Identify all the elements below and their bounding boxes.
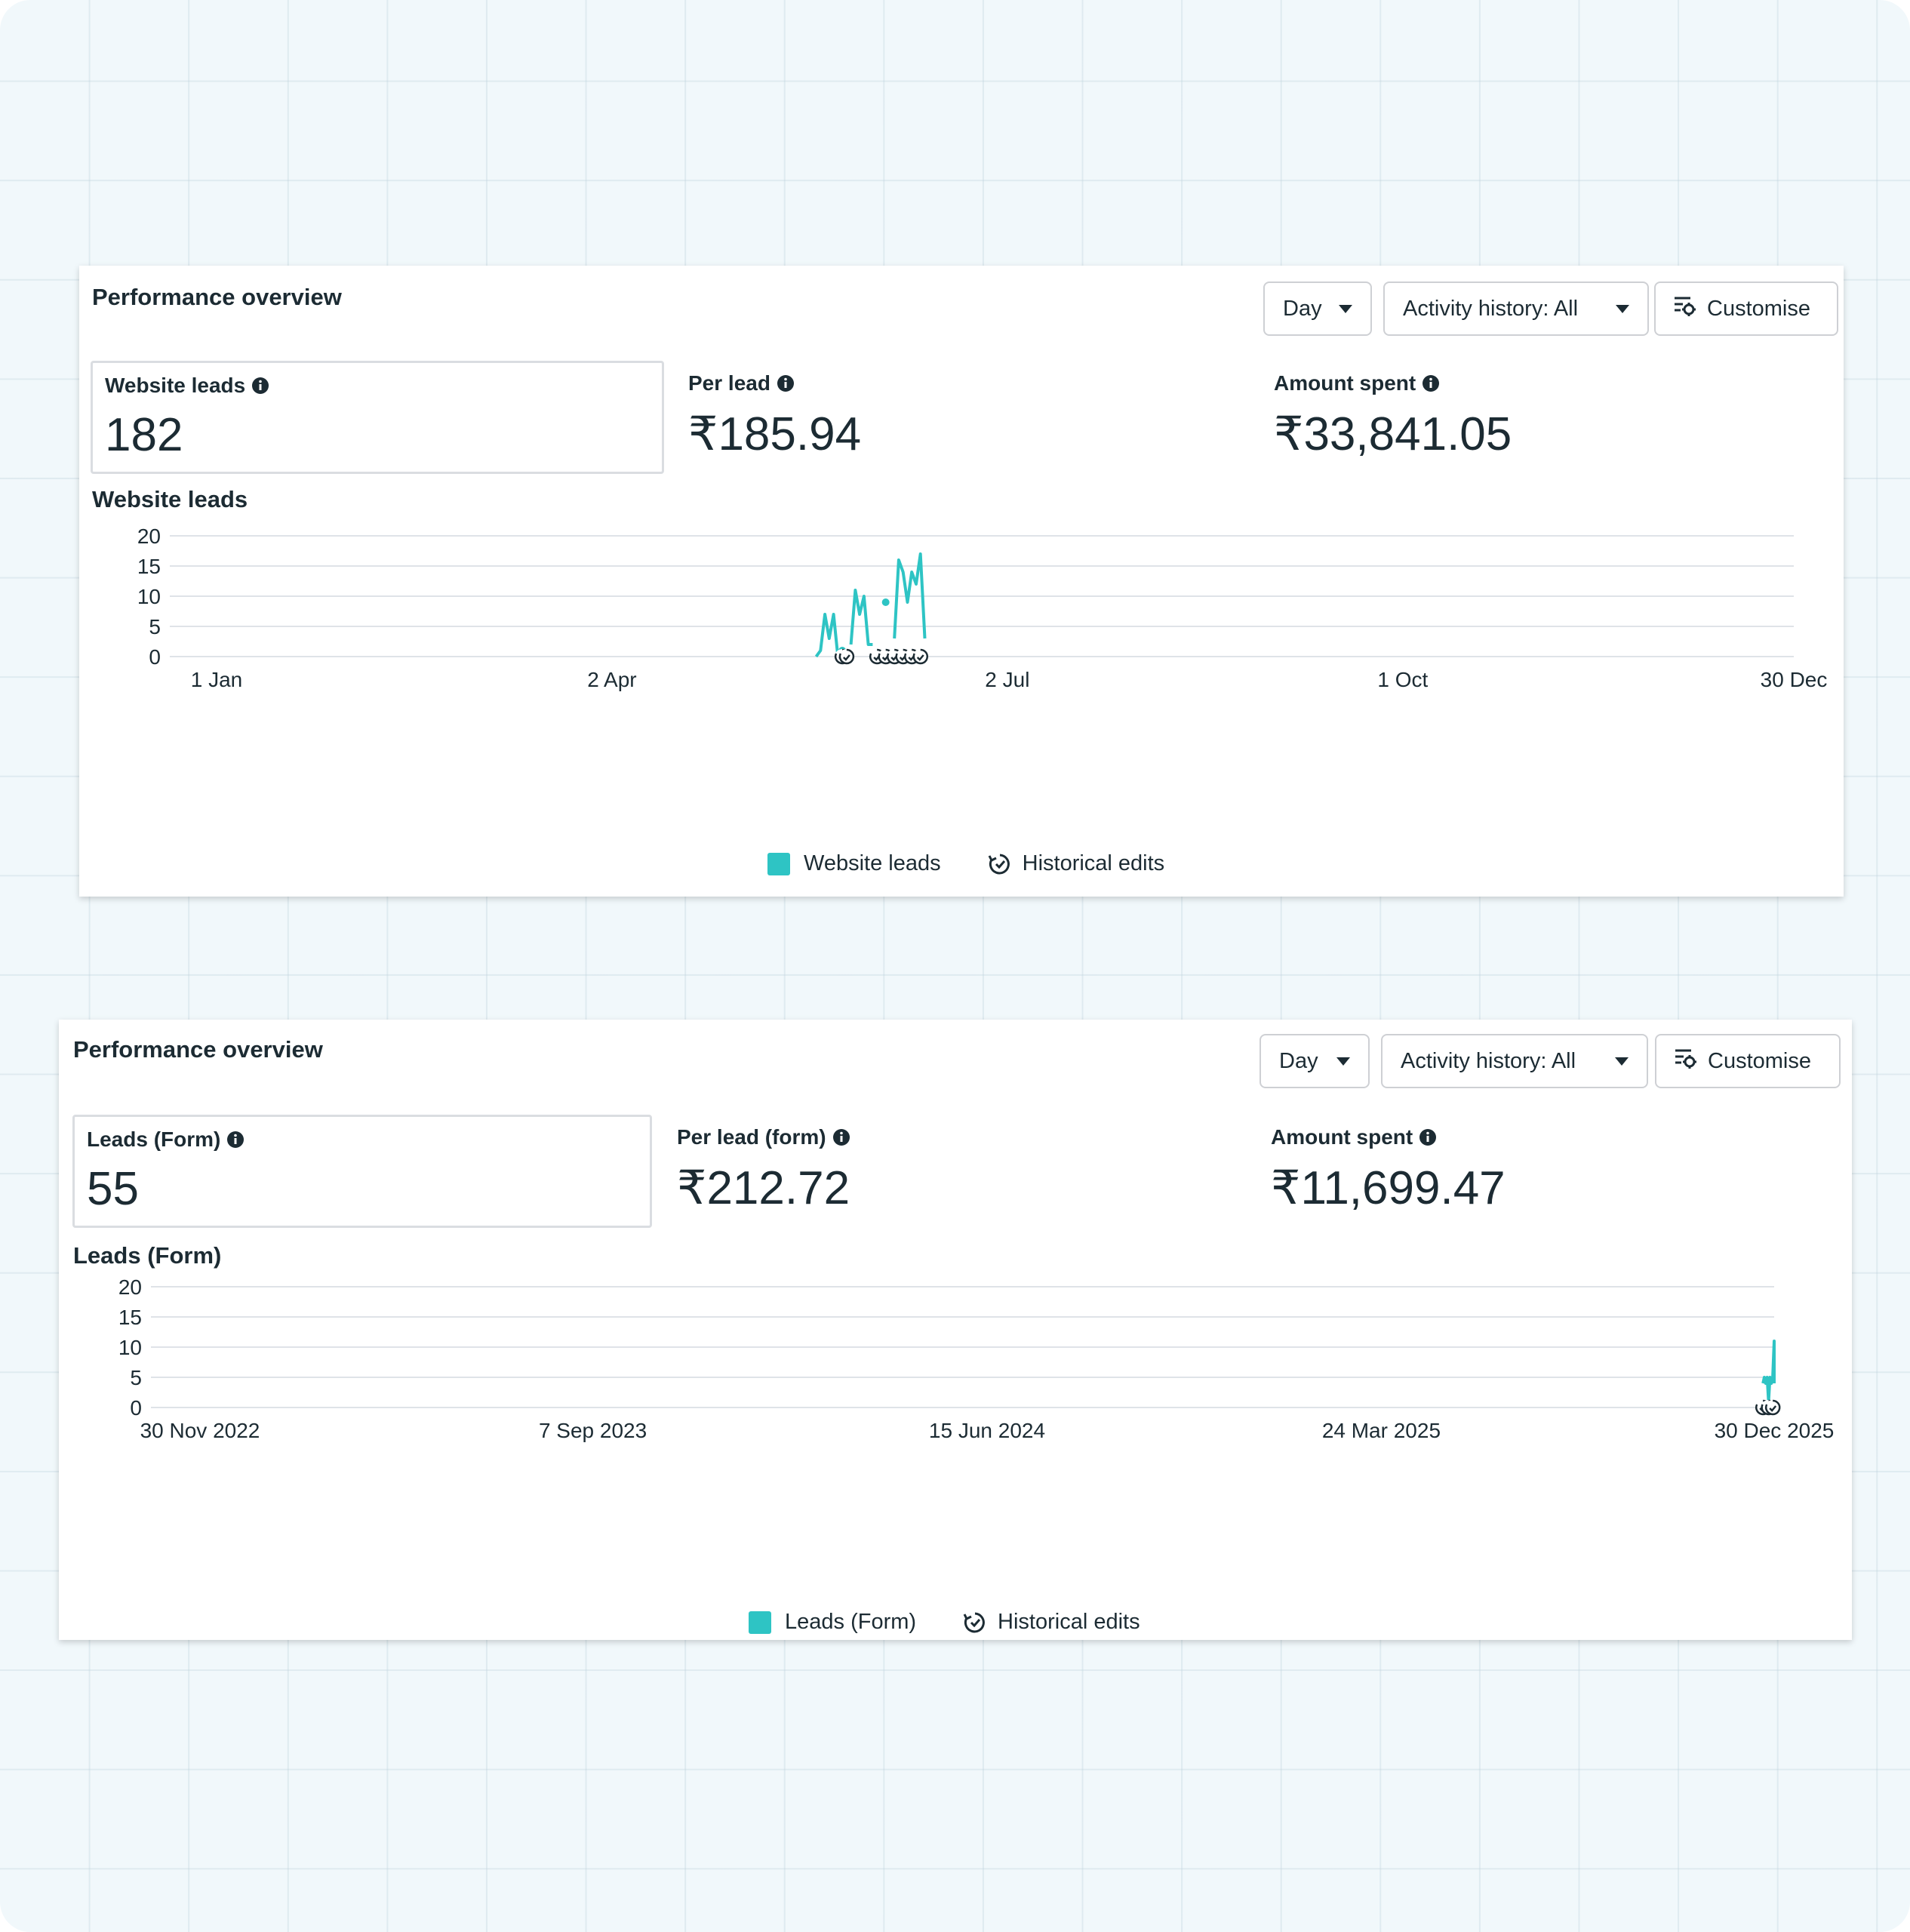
caret-down-icon [1336, 1057, 1350, 1066]
day-dropdown-label: Day [1279, 1048, 1318, 1073]
historical-edit-marker [1764, 1399, 1781, 1416]
metric-value: ₹11,699.47 [1271, 1162, 1506, 1214]
historical-edit-marker [912, 648, 929, 665]
legend-series-label: Website leads [804, 851, 941, 875]
y-tick-label: 0 [130, 1396, 142, 1420]
chart-title: Leads (Form) [73, 1242, 222, 1269]
chart-legend: Website leads Historical edits [767, 851, 1164, 876]
x-tick-label: 2 Jul [985, 668, 1029, 691]
x-tick-label: 30 Nov 2022 [140, 1419, 260, 1442]
x-tick-label: 15 Jun 2024 [929, 1419, 1045, 1442]
legend-swatch [767, 852, 790, 875]
info-icon[interactable] [832, 1128, 850, 1146]
caret-down-icon [1339, 304, 1352, 313]
metric-value: 182 [105, 409, 183, 461]
metric-label: Leads (Form) [87, 1128, 638, 1152]
day-dropdown[interactable]: Day [1259, 1034, 1370, 1088]
info-icon[interactable] [251, 377, 269, 395]
customise-label: Customise [1708, 1048, 1811, 1073]
x-tick-label: 2 Apr [587, 668, 636, 691]
leads-form-chart: 0 5 10 15 20 30 Nov 2022 7 Sep 2023 15 Jun 2024… [118, 1275, 1835, 1442]
historical-edits-icon [988, 854, 1010, 874]
metric-label-text: Per lead (form) [677, 1125, 826, 1149]
metric-per-lead-form[interactable]: Per lead (form) ₹212.72 [665, 1115, 1244, 1228]
legend-historical-edits: Historical edits [988, 851, 1165, 876]
day-dropdown-label: Day [1283, 296, 1322, 321]
customise-label: Customise [1707, 296, 1810, 321]
x-tick-label: 30 Dec [1761, 668, 1828, 691]
metric-leads-form[interactable]: Leads (Form) 55 [72, 1115, 652, 1228]
legend-edits-label: Historical edits [1022, 851, 1165, 875]
metric-label-text: Amount spent [1271, 1125, 1413, 1149]
customise-button[interactable]: Customise [1655, 1034, 1841, 1088]
legend-swatch [749, 1611, 771, 1634]
metric-value: 55 [87, 1163, 139, 1215]
metric-per-lead[interactable]: Per lead ₹185.94 [676, 361, 1250, 474]
website-leads-chart: 0 5 10 15 20 1 Jan 2 Apr 2 Jul 1 Oct 30 Dec [137, 525, 1828, 691]
info-icon[interactable] [226, 1131, 245, 1149]
metric-label: Amount spent [1274, 371, 1823, 395]
legend-historical-edits: Historical edits [963, 1610, 1140, 1635]
y-tick-label: 15 [137, 555, 161, 578]
data-point [881, 598, 890, 606]
x-tick-label: 1 Oct [1377, 668, 1428, 691]
x-tick-label: 7 Sep 2023 [539, 1419, 647, 1442]
historical-edit-marker [838, 648, 855, 665]
y-tick-label: 5 [130, 1366, 142, 1389]
metric-amount-spent[interactable]: Amount spent ₹33,841.05 [1262, 361, 1835, 474]
day-dropdown[interactable]: Day [1263, 281, 1372, 336]
y-tick-label: 15 [118, 1306, 142, 1329]
customise-icon [1674, 295, 1696, 322]
chart-title: Website leads [92, 486, 248, 512]
series-line [893, 552, 927, 639]
info-icon[interactable] [1422, 374, 1440, 392]
metric-label: Per lead [688, 371, 1238, 395]
customise-button[interactable]: Customise [1654, 281, 1838, 336]
caret-down-icon [1615, 1057, 1629, 1066]
historical-edits-icon [963, 1612, 985, 1632]
y-tick-label: 10 [118, 1336, 142, 1359]
metric-value: ₹212.72 [677, 1162, 850, 1214]
y-tick-label: 20 [137, 525, 161, 548]
y-tick-label: 10 [137, 585, 161, 608]
activity-history-label: Activity history: All [1401, 1048, 1576, 1073]
metric-amount-spent[interactable]: Amount spent ₹11,699.47 [1259, 1115, 1838, 1228]
card-title: Performance overview [92, 284, 342, 310]
customise-icon [1675, 1048, 1697, 1075]
metric-label-text: Amount spent [1274, 371, 1416, 395]
x-tick-label: 24 Mar 2025 [1322, 1419, 1441, 1442]
metric-website-leads[interactable]: Website leads 182 [91, 361, 664, 474]
legend-series-label: Leads (Form) [785, 1610, 917, 1634]
metric-label: Per lead (form) [677, 1125, 1232, 1149]
metric-label: Amount spent [1271, 1125, 1826, 1149]
y-tick-label: 5 [149, 615, 161, 638]
legend-edits-label: Historical edits [998, 1610, 1140, 1634]
metric-value: ₹185.94 [688, 408, 862, 460]
activity-history-label: Activity history: All [1403, 296, 1579, 321]
metric-label-text: Leads (Form) [87, 1128, 221, 1151]
series-line [849, 589, 873, 646]
metric-value: ₹33,841.05 [1274, 408, 1512, 460]
y-tick-label: 0 [149, 645, 161, 669]
metric-label: Website leads [105, 374, 650, 398]
metric-label-text: Per lead [688, 371, 770, 395]
activity-history-dropdown[interactable]: Activity history: All [1383, 281, 1649, 336]
info-icon[interactable] [1419, 1128, 1437, 1146]
x-tick-label: 30 Dec 2025 [1715, 1419, 1835, 1442]
caret-down-icon [1616, 304, 1629, 313]
performance-overview-card-website: Performance overview Day Activity histor… [79, 266, 1844, 897]
metric-label-text: Website leads [105, 374, 246, 397]
x-tick-label: 1 Jan [191, 668, 243, 691]
activity-history-dropdown[interactable]: Activity history: All [1381, 1034, 1648, 1088]
chart-legend: Leads (Form) Historical edits [749, 1610, 1140, 1635]
card-title: Performance overview [73, 1036, 323, 1063]
info-icon[interactable] [777, 374, 795, 392]
y-tick-label: 20 [118, 1275, 142, 1299]
performance-overview-card-form: Performance overview Day Activity histor… [59, 1020, 1852, 1640]
series-line [1761, 1340, 1776, 1403]
series-line [814, 613, 840, 658]
